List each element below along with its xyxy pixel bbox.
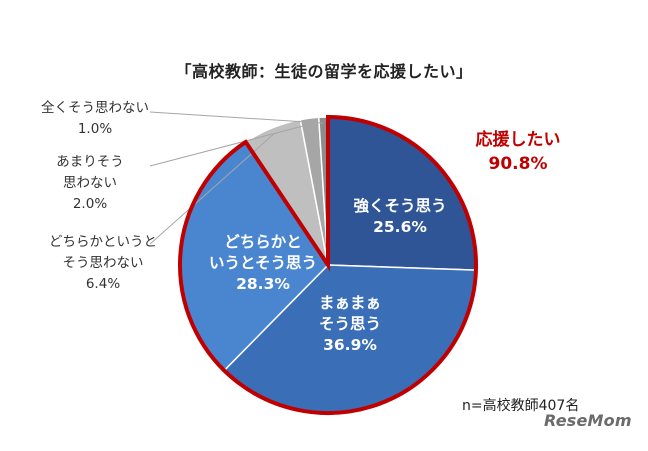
slice-label-line: あまりそう [56,154,124,170]
slice-label-line: いうとそう思う [208,254,318,272]
support-label-text: 応援したい [475,130,561,150]
slice-label-line: 思わない [63,175,117,191]
slice-label-line: そう思わない [62,255,144,271]
slice-label-line: 強くそう思う [353,197,447,215]
slice-value: 28.3% [236,275,290,293]
slice-label-rather-disagree: どちらかというと そう思わない 6.4% [28,232,178,295]
slice-label-not-at-all: 全くそう思わない 1.0% [30,98,160,140]
slice-label-somewhat-agree: まぁまぁ そう思う 36.9% [290,293,410,356]
support-total-label: 応援したい 90.8% [458,128,578,176]
support-highlight-outline [178,114,478,415]
slice-label-line: 全くそう思わない [41,100,149,116]
slice-value: 6.4% [85,276,121,292]
pie-slice-strongly-agree [327,116,477,271]
slice-label-line: どちらかと [224,233,302,251]
slice-label-not-really: あまりそう 思わない 2.0% [40,152,140,215]
slice-label-line: そう思う [318,315,381,333]
support-label-value: 90.8% [488,154,548,174]
resemom-logo: ReseMom [544,411,632,430]
slice-value: 2.0% [72,196,108,212]
chart-title: 「高校教師：生徒の留学を応援したい」 [175,62,473,81]
slice-label-strongly-agree: 強くそう思う 25.6% [330,196,470,238]
slice-value: 25.6% [373,218,427,236]
slice-value: 36.9% [323,336,377,354]
slice-label-line: まぁまぁ [318,294,381,312]
leader-line-not-at-all [149,111,324,124]
slice-value: 1.0% [77,121,113,137]
leader-line-not-really [149,123,311,167]
slice-label-line: どちらかというと [49,234,157,250]
slice-label-rather-agree: どちらかと いうとそう思う 28.3% [188,232,338,295]
sample-note: n=高校教師407名 [462,398,580,414]
